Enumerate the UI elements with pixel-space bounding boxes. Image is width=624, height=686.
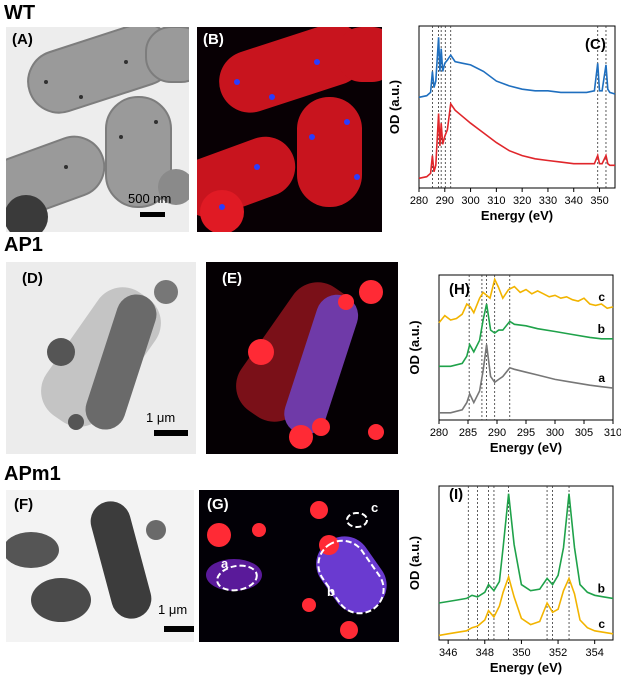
chart-H-tick-label: 305: [575, 427, 593, 439]
panel-i-chart: b c 346 348 350 352 354 Energy (eV) OD (a.u.) (I…: [405, 478, 621, 684]
chart-I-series-line: [438, 574, 614, 637]
chart-C-tick-label: 320: [513, 195, 531, 207]
chart-H-xlabel: Energy (eV): [490, 440, 562, 455]
panel-h-label: (H): [449, 281, 470, 298]
panel-b-fluorescence-image: (B): [197, 27, 382, 232]
chart-H-tick-label: 285: [459, 427, 477, 439]
panel-a-label: (A): [12, 31, 33, 48]
row-title-ap1: AP1: [4, 234, 43, 256]
chart-I-series-label: b: [598, 581, 605, 595]
panel-g-label: (G): [207, 496, 229, 513]
chart-H-series-label: c: [598, 290, 605, 304]
panel-f-label: (F): [14, 496, 34, 513]
chart-H-tick-label: 300: [546, 427, 564, 439]
panel-i-label: (I): [449, 486, 464, 503]
chart-C-tick-label: 290: [436, 195, 454, 207]
chart-C-series-line: [418, 101, 615, 180]
panel-b-cells-drawing: [197, 27, 382, 232]
chart-C-tick-label: 300: [461, 195, 479, 207]
chart-H-series-label: b: [598, 322, 605, 336]
chart-i-svg: b c 346 348 350 352 354 Energy (eV) OD (a.u.): [407, 485, 614, 675]
chart-H-series-line: [439, 344, 614, 414]
panel-b-label: (B): [203, 31, 224, 48]
chart-I-series-line: [438, 493, 614, 604]
chart-C-xlabel: Energy (eV): [481, 208, 553, 223]
chart-I-tick-label: 350: [512, 647, 530, 659]
chart-C-series-line: [418, 37, 616, 99]
panel-d-cells-drawing: [6, 262, 196, 454]
panel-g-region-c: c: [371, 500, 379, 515]
panel-e-label: (E): [222, 270, 242, 287]
panel-d-label: (D): [22, 270, 43, 287]
chart-C-tick-label: 280: [410, 195, 428, 207]
chart-I-tick-label: 352: [549, 647, 567, 659]
chart-I-tick-label: 354: [586, 647, 604, 659]
chart-c-svg: 280 290 300 310 320 330 340 350 Energy (eV) OD (a…: [387, 25, 616, 223]
chart-C-tick-label: 350: [590, 195, 608, 207]
row-title-wt: WT: [4, 2, 36, 24]
chart-H-tick-label: 310: [604, 427, 621, 439]
chart-I-tick-label: 348: [476, 647, 494, 659]
chart-H-tick-label: 280: [430, 427, 448, 439]
panel-g-fluorescence-image: (G) a b c: [199, 490, 399, 642]
panel-g-cells-drawing: [199, 490, 399, 642]
chart-C-tick-label: 340: [565, 195, 583, 207]
chart-I-tick-label: 346: [439, 647, 457, 659]
panel-c-chart: 280 290 300 310 320 330 340 350 Energy (eV) OD (a…: [385, 18, 621, 238]
chart-H-series-line: [439, 303, 613, 368]
chart-H-ylabel: OD (a.u.): [407, 320, 422, 374]
chart-H-series-line: [438, 276, 614, 324]
panel-g-region-b: b: [327, 584, 335, 599]
panel-a-tem-image: (A) 500 nm: [6, 27, 189, 232]
chart-H-tick-label: 290: [488, 427, 506, 439]
chart-I-series-label: c: [598, 617, 605, 631]
panel-a-scalebar-label: 500 nm: [128, 191, 172, 206]
chart-C-tick-label: 310: [487, 195, 505, 207]
panel-a-cells-drawing: [6, 27, 189, 232]
panel-h-chart: c b a 280 285 290 295 300 305 310 Energy (eV) OD (a…: [405, 265, 621, 469]
chart-H-tick-label: 295: [517, 427, 535, 439]
chart-I-frame: [438, 485, 614, 641]
chart-H-series-label: a: [598, 371, 605, 385]
panel-f-cells-drawing: [6, 490, 194, 642]
panel-e-fluorescence-image: (E): [206, 262, 398, 454]
chart-C-frame: [418, 25, 616, 189]
row-title-apm1: APm1: [4, 463, 61, 485]
panel-g-region-a: a: [221, 556, 229, 571]
panel-d-scalebar-label: 1 μm: [146, 410, 176, 425]
chart-C-ylabel: OD (a.u.): [387, 80, 402, 134]
panel-c-label: (C): [585, 36, 606, 53]
chart-h-svg: c b a 280 285 290 295 300 305 310 Energy (eV) OD (a…: [407, 274, 621, 455]
panel-e-cells-drawing: [206, 262, 398, 454]
panel-f-scalebar-label: 1 μm: [158, 602, 188, 617]
chart-I-ylabel: OD (a.u.): [407, 536, 422, 590]
chart-I-xlabel: Energy (eV): [490, 660, 562, 675]
chart-C-tick-label: 330: [539, 195, 557, 207]
panel-d-tem-image: (D) 1 μm: [6, 262, 196, 454]
panel-f-tem-image: (F) 1 μm: [6, 490, 194, 642]
